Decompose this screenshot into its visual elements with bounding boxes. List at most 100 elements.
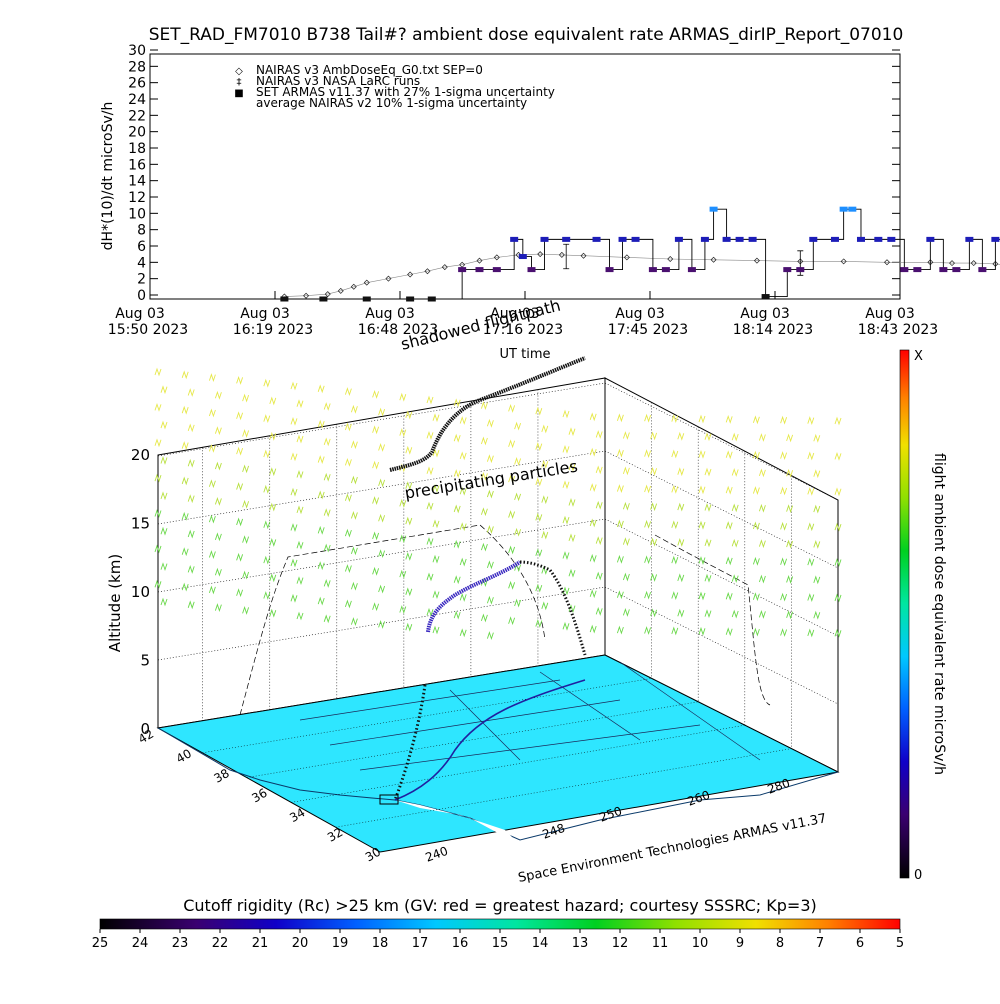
particle-mark bbox=[535, 512, 543, 522]
particle-mark bbox=[644, 626, 652, 635]
particle-mark bbox=[290, 416, 298, 426]
particle-mark bbox=[704, 573, 712, 583]
dose-rate-colorbar: X 0 flight ambient dose equivalent rate … bbox=[899, 349, 947, 883]
nairas-point bbox=[476, 257, 483, 264]
particle-mark bbox=[181, 547, 189, 557]
armas-point bbox=[978, 267, 987, 273]
particle-mark bbox=[677, 608, 685, 618]
particle-mark bbox=[622, 607, 630, 617]
particle-mark bbox=[317, 455, 325, 464]
armas-point bbox=[700, 236, 709, 242]
particle-mark bbox=[704, 432, 712, 442]
y-tick-label: 16 bbox=[128, 157, 146, 173]
dose-rate-colorbar-top: X bbox=[914, 349, 923, 364]
particle-mark bbox=[704, 503, 712, 512]
armas-point bbox=[926, 236, 935, 242]
colorbar-tick-label: 24 bbox=[132, 936, 149, 951]
particle-mark bbox=[616, 519, 624, 529]
particle-mark bbox=[731, 503, 739, 513]
particle-mark bbox=[372, 389, 380, 399]
x-tick-label-time: 16:19 2023 bbox=[233, 322, 313, 338]
particle-mark bbox=[725, 450, 733, 460]
particle-mark bbox=[834, 522, 842, 532]
particle-mark bbox=[813, 469, 821, 479]
particle-mark bbox=[372, 460, 380, 470]
particle-mark bbox=[214, 603, 222, 613]
particle-mark bbox=[399, 605, 407, 614]
x-tick-label-date: Aug 03 bbox=[865, 306, 915, 322]
particle-mark bbox=[480, 471, 488, 481]
particle-mark bbox=[780, 486, 788, 496]
particle-mark bbox=[622, 466, 630, 476]
particle-mark bbox=[834, 487, 842, 497]
particle-mark bbox=[731, 468, 739, 477]
nairas-point bbox=[441, 264, 448, 271]
particle-mark bbox=[752, 556, 760, 566]
particle-mark bbox=[181, 441, 189, 450]
legend-marker: ■ bbox=[234, 88, 243, 99]
particle-mark bbox=[671, 484, 679, 494]
high-altitude-flightpath bbox=[389, 356, 586, 472]
y-tick-label: 0 bbox=[137, 288, 146, 304]
particle-mark bbox=[562, 444, 570, 454]
particle-mark bbox=[616, 625, 624, 635]
particle-mark bbox=[677, 502, 685, 512]
time-chart-y-label: dH*(10)/dt microSv/h bbox=[100, 102, 116, 251]
shadow-envelope bbox=[239, 524, 771, 716]
particle-mark bbox=[508, 403, 516, 413]
x-tick-label-date: Aug 03 bbox=[490, 306, 540, 322]
particle-mark bbox=[160, 597, 168, 607]
particle-mark bbox=[426, 607, 434, 617]
particle-mark bbox=[752, 450, 760, 460]
particle-mark bbox=[317, 384, 325, 394]
cutoff-rigidity-colorbar: Cutoff rigidity (Rc) >25 km (GV: red = g… bbox=[92, 896, 904, 951]
particle-mark bbox=[242, 605, 250, 615]
particle-mark bbox=[181, 476, 189, 486]
x-tick-label-date: Aug 03 bbox=[240, 306, 290, 322]
particle-mark bbox=[725, 485, 733, 495]
armas-point bbox=[362, 296, 371, 302]
particle-mark bbox=[616, 413, 624, 423]
airport-marker bbox=[379, 794, 399, 805]
particle-mark bbox=[317, 596, 325, 606]
particle-mark bbox=[378, 513, 386, 523]
particle-mark bbox=[535, 477, 543, 487]
particle-mark bbox=[786, 504, 794, 514]
legend-marker: ◇ bbox=[235, 66, 243, 77]
nairas-point bbox=[493, 254, 500, 261]
particle-mark bbox=[323, 472, 331, 482]
particle-mark bbox=[622, 431, 630, 440]
armas-point bbox=[748, 236, 757, 242]
particle-mark bbox=[671, 626, 679, 636]
particle-mark bbox=[405, 445, 413, 455]
floor-gridline bbox=[246, 701, 699, 778]
x-tick-label-date: Aug 03 bbox=[615, 306, 665, 322]
armas-point bbox=[406, 296, 415, 302]
particle-mark bbox=[263, 520, 271, 530]
particle-mark bbox=[378, 478, 386, 488]
latitude-tick-label: 34 bbox=[287, 805, 307, 825]
colorbar-tick-label: 22 bbox=[212, 936, 229, 951]
particle-mark bbox=[535, 619, 543, 628]
particle-mark bbox=[704, 467, 712, 477]
particle-mark bbox=[405, 481, 413, 491]
latitude-tick-label: 40 bbox=[174, 746, 194, 766]
particle-mark bbox=[486, 631, 494, 641]
particle-mark bbox=[752, 415, 760, 425]
latitude-axis: 42 40 38 36 34 32 30 bbox=[136, 727, 383, 865]
armas-point bbox=[874, 236, 883, 242]
altitude-3d-plot: 0 5 10 15 20 Altitude (km) 42 40 38 36 34 32 30 24… bbox=[106, 296, 842, 886]
particle-mark bbox=[236, 411, 244, 421]
particle-mark bbox=[242, 535, 250, 545]
ground-shadow-flightpath bbox=[394, 679, 586, 801]
particle-mark bbox=[758, 574, 766, 584]
particle-mark bbox=[514, 457, 522, 466]
altitude-tick-label: 10 bbox=[131, 583, 150, 601]
armas-point bbox=[618, 236, 627, 242]
particle-mark bbox=[350, 511, 358, 520]
armas-point bbox=[939, 267, 948, 273]
nairas-point bbox=[580, 252, 587, 259]
particle-mark bbox=[677, 467, 685, 477]
particle-mark bbox=[780, 415, 788, 425]
particle-mark bbox=[589, 518, 597, 528]
